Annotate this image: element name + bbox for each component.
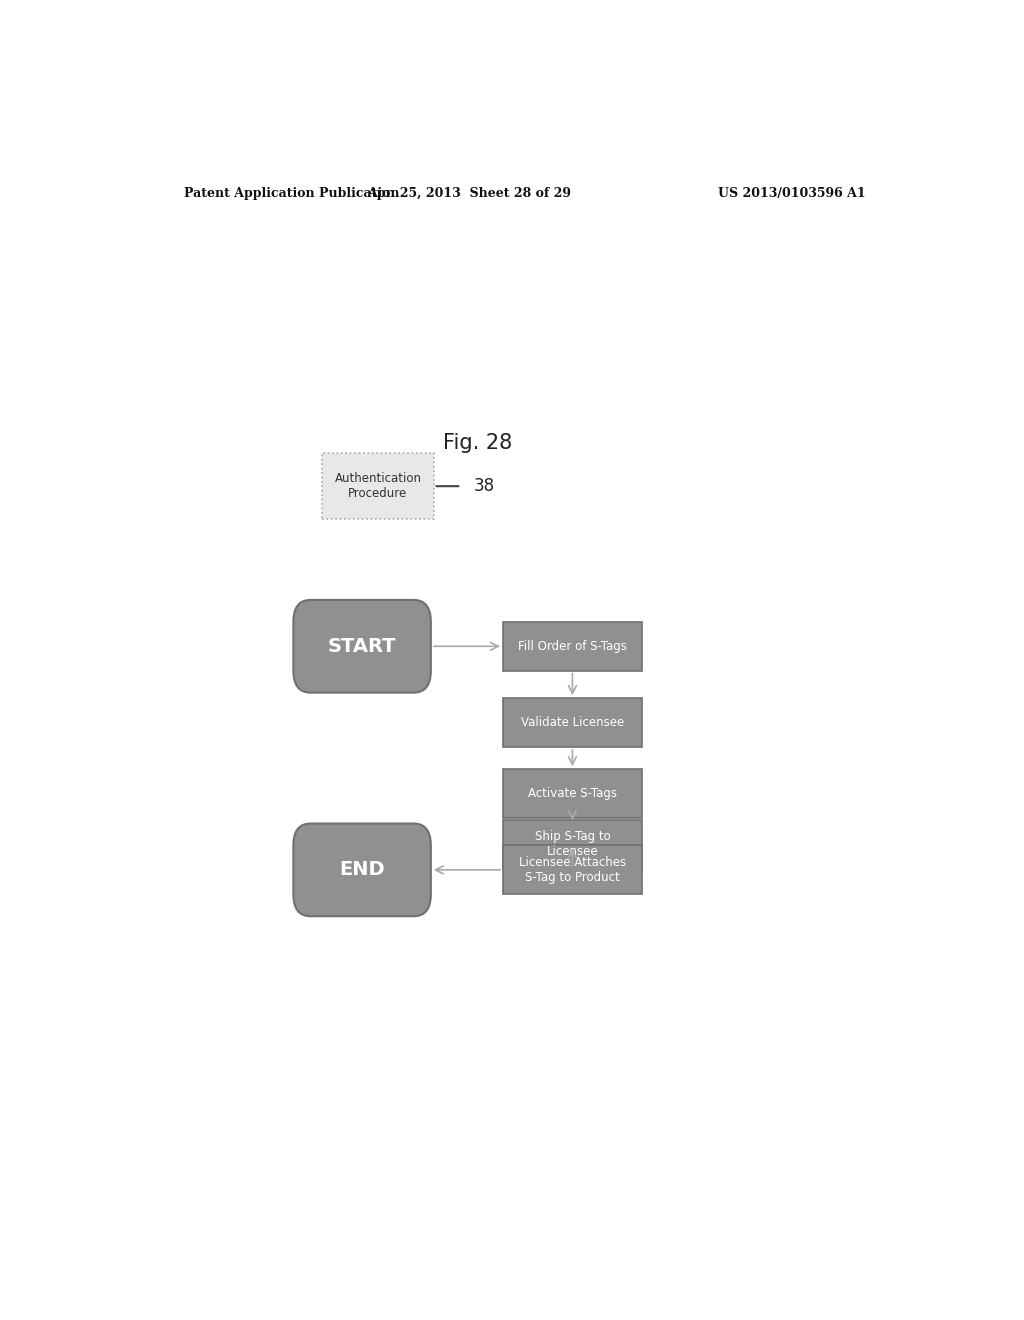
FancyBboxPatch shape xyxy=(323,453,433,519)
FancyBboxPatch shape xyxy=(294,599,431,693)
FancyBboxPatch shape xyxy=(503,622,642,671)
Text: Fill Order of S-Tags: Fill Order of S-Tags xyxy=(518,640,627,653)
Text: 38: 38 xyxy=(473,477,495,495)
Text: Validate Licensee: Validate Licensee xyxy=(521,715,624,729)
FancyBboxPatch shape xyxy=(503,698,642,747)
Text: Apr. 25, 2013  Sheet 28 of 29: Apr. 25, 2013 Sheet 28 of 29 xyxy=(368,187,571,201)
Text: END: END xyxy=(339,861,385,879)
Text: US 2013/0103596 A1: US 2013/0103596 A1 xyxy=(719,187,866,201)
Text: Fig. 28: Fig. 28 xyxy=(442,433,512,453)
Text: Licensee Attaches
S-Tag to Product: Licensee Attaches S-Tag to Product xyxy=(519,855,626,884)
FancyBboxPatch shape xyxy=(503,846,642,894)
Text: Activate S-Tags: Activate S-Tags xyxy=(528,787,616,800)
Text: Ship S-Tag to
Licensee: Ship S-Tag to Licensee xyxy=(535,830,610,858)
Text: START: START xyxy=(328,636,396,656)
FancyBboxPatch shape xyxy=(503,820,642,869)
FancyBboxPatch shape xyxy=(503,770,642,818)
Text: Patent Application Publication: Patent Application Publication xyxy=(183,187,399,201)
Text: Authentication
Procedure: Authentication Procedure xyxy=(335,473,422,500)
FancyBboxPatch shape xyxy=(294,824,431,916)
